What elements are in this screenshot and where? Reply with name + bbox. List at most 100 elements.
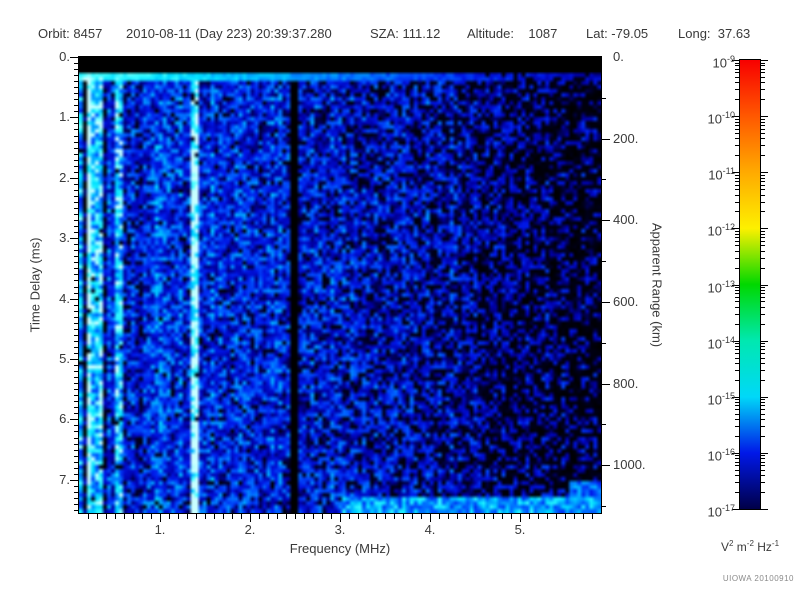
colorbar-minor-tick	[761, 363, 765, 364]
colorbar-major-tick	[761, 453, 768, 454]
colorbar-minor-tick	[735, 482, 739, 483]
colorbar	[739, 59, 761, 510]
colorbar-minor-tick	[735, 426, 739, 427]
header-latitude: Lat: -79.05	[586, 26, 649, 41]
colorbar-tick-label: 10-16	[707, 446, 735, 464]
y-left-tick	[74, 456, 78, 457]
colorbar-minor-tick	[761, 475, 765, 476]
y-left-tick	[70, 117, 78, 118]
y-left-tick-label: 0.	[59, 49, 70, 64]
x-tick-label: 4.	[424, 522, 436, 537]
y-left-tick	[74, 317, 78, 318]
colorbar-minor-tick	[761, 436, 765, 437]
colorbar-tick-label: 10-9	[712, 54, 735, 71]
colorbar-minor-tick	[735, 324, 739, 325]
colorbar-minor-tick	[761, 202, 765, 203]
x-tick	[106, 514, 107, 519]
colorbar-minor-tick	[735, 301, 739, 302]
x-tick	[511, 514, 512, 519]
colorbar-minor-tick	[761, 155, 765, 156]
colorbar-minor-tick	[761, 189, 765, 190]
y-left-tick	[74, 244, 78, 245]
colorbar-minor-tick	[735, 211, 739, 212]
y-left-tick	[74, 510, 78, 511]
y-right-tick	[602, 343, 606, 344]
x-tick	[286, 514, 287, 519]
y-left-tick	[70, 419, 78, 420]
colorbar-minor-tick	[735, 399, 739, 400]
x-tick	[439, 514, 440, 519]
colorbar-minor-tick	[761, 380, 765, 381]
y-left-tick	[74, 226, 78, 227]
colorbar-minor-tick	[735, 185, 739, 186]
x-tick	[277, 514, 278, 519]
y-left-tick	[74, 105, 78, 106]
colorbar-minor-tick	[735, 89, 739, 90]
colorbar-unit-label: V2 m-2 Hz-1	[720, 539, 780, 554]
y-left-tick	[74, 401, 78, 402]
y-left-tick	[74, 287, 78, 288]
colorbar-minor-tick	[761, 181, 765, 182]
y-right-tick	[602, 261, 606, 262]
colorbar-minor-tick	[735, 178, 739, 179]
header-datetime: 2010-08-11 (Day 223) 20:39:37.280	[126, 26, 332, 41]
colorbar-minor-tick	[761, 455, 765, 456]
y-left-tick	[74, 329, 78, 330]
y-left-tick	[74, 214, 78, 215]
y-left-tick	[74, 395, 78, 396]
x-tick	[124, 514, 125, 519]
colorbar-minor-tick	[735, 145, 739, 146]
y-left-tick	[74, 136, 78, 137]
y-left-tick	[70, 238, 78, 239]
x-tick	[412, 514, 413, 519]
y-left-tick	[74, 69, 78, 70]
x-tick	[592, 514, 593, 519]
y-left-tick	[74, 474, 78, 475]
colorbar-minor-tick	[761, 77, 765, 78]
colorbar-minor-tick	[761, 258, 765, 259]
colorbar-minor-tick	[735, 181, 739, 182]
colorbar-minor-tick	[761, 178, 765, 179]
colorbar-minor-tick	[761, 370, 765, 371]
header-sza: SZA: 111.12	[370, 26, 441, 41]
x-tick-label: 2.	[244, 522, 256, 537]
colorbar-minor-tick	[761, 175, 765, 176]
colorbar-minor-tick	[735, 72, 739, 73]
x-tick	[520, 514, 521, 522]
colorbar-minor-tick	[735, 65, 739, 66]
colorbar-minor-tick	[761, 470, 765, 471]
y-left-tick	[74, 305, 78, 306]
x-tick	[241, 514, 242, 519]
colorbar-major-tick	[761, 228, 768, 229]
x-tick	[457, 514, 458, 519]
y-right-tick	[602, 139, 610, 140]
header-altitude: Altitude: 1087	[467, 26, 558, 41]
colorbar-minor-tick	[761, 251, 765, 252]
x-tick	[385, 514, 386, 519]
colorbar-minor-tick	[761, 125, 765, 126]
colorbar-tick-label: 10-13	[707, 278, 735, 295]
y-left-tick	[74, 129, 78, 130]
y-left-tick	[70, 57, 78, 58]
colorbar-minor-tick	[735, 287, 739, 288]
y-left-tick	[74, 220, 78, 221]
colorbar-minor-tick	[735, 82, 739, 83]
colorbar-minor-tick	[761, 290, 765, 291]
y-left-tick	[74, 335, 78, 336]
y-left-tick	[74, 196, 78, 197]
y-right-tick-label: 600.	[613, 293, 639, 309]
y-right-tick	[602, 98, 606, 99]
colorbar-major-tick	[732, 228, 739, 229]
colorbar-minor-tick	[735, 455, 739, 456]
x-tick	[376, 514, 377, 519]
colorbar-minor-tick	[735, 293, 739, 294]
y-left-tick	[74, 341, 78, 342]
y-left-tick-label: 7.	[59, 471, 70, 487]
y-left-tick	[74, 111, 78, 112]
colorbar-minor-tick	[761, 195, 765, 196]
y-left-tick	[74, 166, 78, 167]
colorbar-minor-tick	[735, 129, 739, 130]
colorbar-minor-tick	[761, 458, 765, 459]
y-left-tick	[74, 190, 78, 191]
